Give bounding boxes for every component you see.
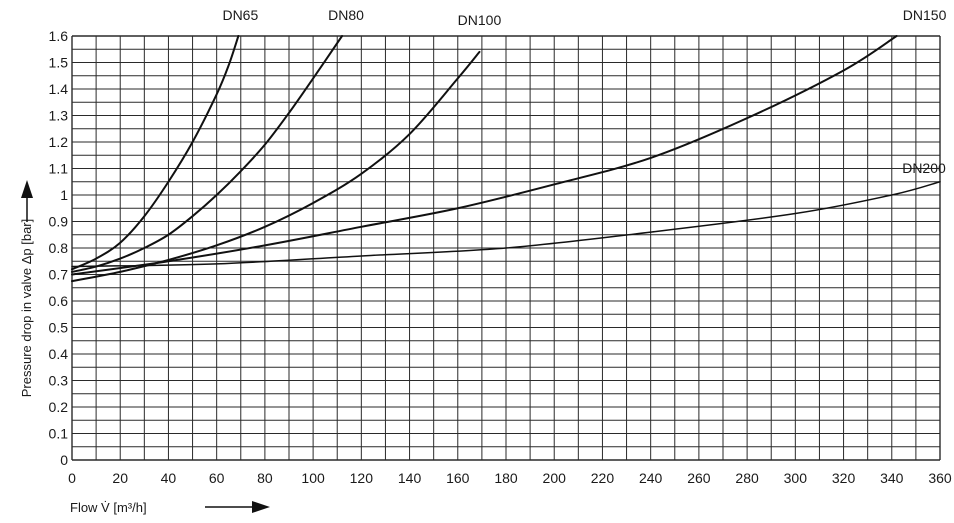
x-tick-label: 60 — [209, 470, 225, 486]
series-line-dn80 — [71, 35, 344, 273]
y-tick-label: 1.5 — [49, 55, 69, 71]
y-tick-label: 1.6 — [49, 28, 69, 44]
x-tick-label: 340 — [880, 470, 904, 486]
series-labels: DN65 DN80 DN100 DN150 DN200 — [222, 7, 946, 176]
y-tick-label: 0.6 — [49, 293, 69, 309]
x-tick-label: 320 — [832, 470, 856, 486]
series-line-dn65 — [71, 35, 240, 271]
y-tick-label: 0.7 — [49, 267, 69, 283]
series-label-dn80: DN80 — [328, 7, 364, 23]
series-label-dn150: DN150 — [903, 7, 947, 23]
x-tick-label: 280 — [735, 470, 759, 486]
y-tick-label: 1 — [60, 187, 68, 203]
y-tick-label: 0 — [60, 452, 68, 468]
y-axis-arrow-icon — [21, 180, 33, 222]
y-tick-label: 0.9 — [49, 214, 69, 230]
x-axis-arrow-icon — [205, 501, 270, 513]
x-tick-label: 0 — [68, 470, 76, 486]
series-lines — [71, 35, 941, 283]
x-tick-label: 300 — [784, 470, 808, 486]
x-tick-label: 80 — [257, 470, 273, 486]
x-tick-label: 220 — [591, 470, 615, 486]
x-tick-label: 20 — [112, 470, 128, 486]
series-line-dn200 — [71, 181, 941, 268]
y-tick-label: 0.2 — [49, 399, 69, 415]
x-tick-label: 140 — [398, 470, 422, 486]
y-tick-label: 0.1 — [49, 426, 69, 442]
x-tick-label: 260 — [687, 470, 711, 486]
series-line-dn100 — [71, 50, 481, 283]
x-tick-label: 40 — [161, 470, 177, 486]
x-tick-label: 200 — [543, 470, 567, 486]
x-tick-label: 180 — [494, 470, 518, 486]
y-tick-label: 1.2 — [49, 134, 69, 150]
series-label-dn65: DN65 — [222, 7, 258, 23]
x-tick-label: 120 — [350, 470, 374, 486]
x-axis-label: Flow V̇ [m³/h] — [70, 500, 147, 515]
y-axis-label: Pressure drop in valve Δp [bar] — [19, 219, 34, 398]
axes: 0 20 40 60 80 100 120 140 160 180 200 220 240 260 280 3… — [49, 28, 952, 486]
series-label-dn100: DN100 — [458, 12, 502, 28]
series-line-dn150 — [71, 35, 898, 276]
y-tick-label: 1.4 — [49, 81, 69, 97]
series-label-dn200: DN200 — [902, 160, 946, 176]
y-tick-label: 0.5 — [49, 320, 69, 336]
grid — [71, 35, 941, 461]
x-tick-label: 240 — [639, 470, 663, 486]
y-tick-label: 1.3 — [49, 108, 69, 124]
y-tick-label: 0.4 — [49, 346, 69, 362]
y-tick-label: 0.3 — [49, 373, 69, 389]
x-tick-label: 160 — [446, 470, 470, 486]
x-tick-label: 360 — [928, 470, 952, 486]
y-tick-label: 0.8 — [49, 240, 69, 256]
x-tick-label: 100 — [301, 470, 325, 486]
y-tick-label: 1.1 — [49, 161, 69, 177]
